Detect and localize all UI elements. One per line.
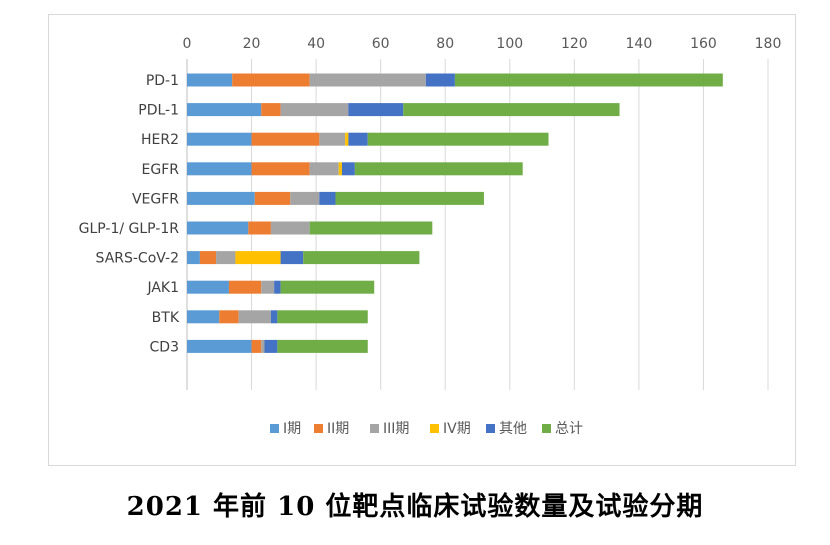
bar-segment bbox=[187, 251, 200, 265]
x-tick-label: 40 bbox=[307, 36, 325, 52]
bar-segment bbox=[187, 339, 252, 353]
chart-svg: 0 20 40 60 80 100 120 140 160 180 PD-1 PDL-1 HER2 EGF… bbox=[79, 36, 782, 437]
bar-segment bbox=[367, 132, 549, 146]
bar-segment bbox=[199, 251, 217, 265]
bar-segment bbox=[219, 310, 239, 324]
bar-segment bbox=[232, 73, 310, 87]
bar-segment bbox=[341, 162, 355, 176]
x-tick-label: 100 bbox=[496, 36, 523, 52]
bar-segment bbox=[251, 132, 320, 146]
bar-segment bbox=[354, 162, 523, 176]
bar-segment bbox=[187, 103, 262, 117]
x-tick-label: 140 bbox=[626, 36, 653, 52]
bar-segment bbox=[309, 221, 433, 235]
bar-segment bbox=[187, 132, 252, 146]
category-label: BTK bbox=[152, 310, 180, 326]
bar-segment bbox=[187, 280, 229, 294]
bar-segment bbox=[187, 310, 220, 324]
bar-segment bbox=[280, 251, 304, 265]
category-label: JAK1 bbox=[146, 280, 179, 296]
x-tick-label: 120 bbox=[561, 36, 588, 52]
x-tick-label: 180 bbox=[755, 36, 782, 52]
bar-segment bbox=[251, 339, 262, 353]
category-label: EGFR bbox=[142, 162, 180, 178]
legend-label: 总计 bbox=[555, 421, 583, 437]
bar-segment bbox=[319, 132, 346, 146]
bar-segment bbox=[187, 221, 249, 235]
legend-swatch bbox=[486, 424, 495, 433]
chart-caption: 2021 年前 10 位靶点临床试验数量及试验分期 bbox=[126, 492, 704, 522]
legend-label: IV期 bbox=[443, 421, 471, 437]
bar-segment bbox=[261, 103, 281, 117]
bar-segment bbox=[348, 132, 368, 146]
x-tick-label: 80 bbox=[436, 36, 454, 52]
bar-segment bbox=[235, 251, 281, 265]
bar-segment bbox=[187, 73, 233, 87]
bar-segment bbox=[338, 162, 342, 176]
bar-segment bbox=[248, 221, 271, 235]
legend-label: III期 bbox=[383, 421, 409, 437]
category-label: PDL-1 bbox=[138, 103, 179, 119]
bar-segment bbox=[238, 310, 271, 324]
category-label: GLP-1/ GLP-1R bbox=[79, 221, 180, 237]
bar-segment bbox=[335, 191, 484, 205]
bar-segment bbox=[216, 251, 236, 265]
bar-segment bbox=[187, 191, 255, 205]
bar-segment bbox=[309, 73, 426, 87]
bar-segment bbox=[254, 191, 291, 205]
bar-segment bbox=[303, 251, 420, 265]
bar-segment bbox=[319, 191, 336, 205]
bar-segment bbox=[425, 73, 455, 87]
bar-segment bbox=[261, 339, 265, 353]
x-tick-label: 0 bbox=[183, 36, 192, 52]
bar-segment bbox=[280, 103, 349, 117]
bar-segment bbox=[228, 280, 262, 294]
bar-segment bbox=[270, 221, 310, 235]
bar-segment bbox=[264, 339, 278, 353]
x-tick-label: 160 bbox=[690, 36, 717, 52]
bar-segment bbox=[274, 280, 281, 294]
bar-segment bbox=[403, 103, 620, 117]
bar-segment bbox=[290, 191, 320, 205]
bar-segment bbox=[277, 339, 368, 353]
x-tick-label: 60 bbox=[372, 36, 390, 52]
legend-label: 其他 bbox=[499, 421, 527, 437]
chart-area: 0 20 40 60 80 100 120 140 160 180 PD-1 PDL-1 HER2 EGF… bbox=[48, 14, 796, 466]
bar-segment bbox=[270, 310, 278, 324]
bar-segment bbox=[309, 162, 339, 176]
x-tick-label: 20 bbox=[243, 36, 261, 52]
bar-segment bbox=[277, 310, 368, 324]
legend-swatch bbox=[430, 424, 439, 433]
legend-swatch bbox=[270, 424, 279, 433]
legend-label: I期 bbox=[283, 421, 301, 437]
bar-segment bbox=[251, 162, 310, 176]
legend-swatch bbox=[314, 424, 323, 433]
category-label: VEGFR bbox=[132, 191, 179, 207]
category-label: SARS-CoV-2 bbox=[96, 251, 179, 267]
category-label: HER2 bbox=[141, 132, 179, 148]
bar-segment bbox=[348, 103, 404, 117]
bar-segment bbox=[454, 73, 723, 87]
bar-segment bbox=[280, 280, 375, 294]
legend-swatch bbox=[370, 424, 379, 433]
bar-segment bbox=[261, 280, 275, 294]
category-label: CD3 bbox=[150, 339, 179, 355]
legend-label: II期 bbox=[327, 421, 349, 437]
bar-segment bbox=[187, 162, 252, 176]
bar-segment bbox=[345, 132, 349, 146]
category-label: PD-1 bbox=[146, 73, 179, 89]
legend-swatch bbox=[542, 424, 551, 433]
